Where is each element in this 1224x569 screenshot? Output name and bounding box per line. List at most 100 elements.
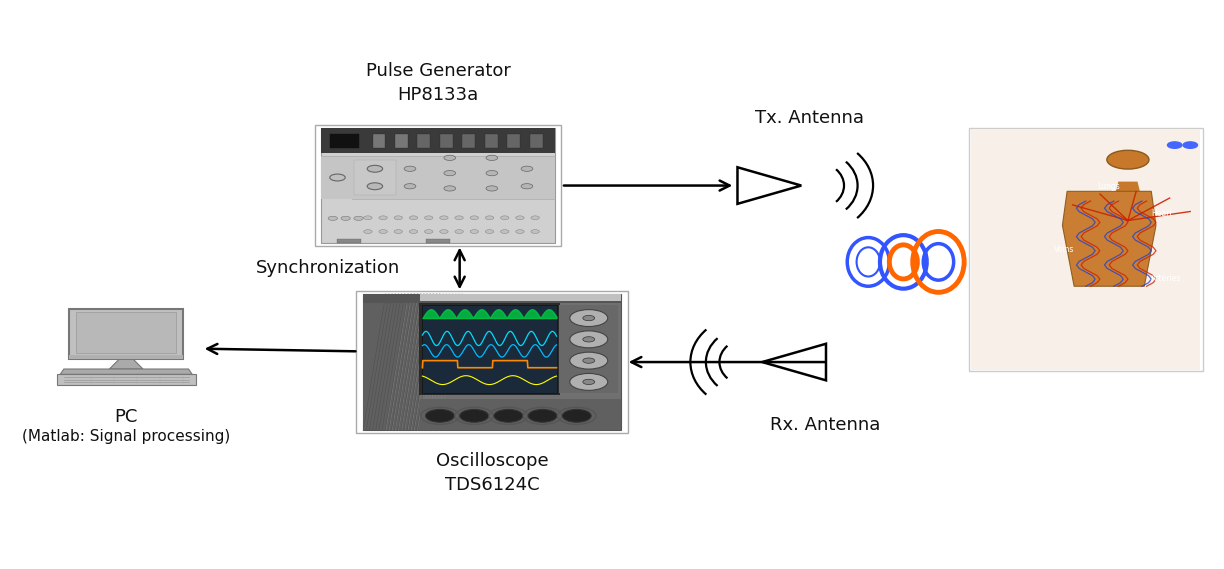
FancyBboxPatch shape [420,294,621,302]
FancyBboxPatch shape [70,355,184,360]
FancyBboxPatch shape [321,156,554,199]
Text: TDS6124C: TDS6124C [444,476,540,494]
Circle shape [570,310,608,327]
FancyBboxPatch shape [330,134,359,148]
Bar [372,134,386,149]
Polygon shape [109,360,143,369]
Polygon shape [1116,182,1140,191]
FancyBboxPatch shape [969,128,1203,372]
Circle shape [486,216,493,220]
Bar [417,134,431,149]
Circle shape [583,380,595,385]
Circle shape [328,216,338,220]
FancyBboxPatch shape [559,305,618,393]
FancyBboxPatch shape [76,312,176,353]
Circle shape [404,166,416,171]
Circle shape [409,230,417,233]
Circle shape [394,216,403,220]
Circle shape [531,230,540,233]
Circle shape [439,216,448,220]
Circle shape [583,315,595,321]
Circle shape [460,409,488,422]
Circle shape [486,171,498,176]
Circle shape [444,171,455,176]
Circle shape [1106,150,1149,169]
Polygon shape [1062,191,1155,286]
Circle shape [570,373,608,390]
Circle shape [531,216,540,220]
Circle shape [341,216,350,220]
Circle shape [1168,142,1182,149]
Circle shape [394,230,403,233]
Bar [395,134,408,149]
Circle shape [379,230,387,233]
Text: Rx. Antenna: Rx. Antenna [770,415,881,434]
Circle shape [521,166,532,171]
Text: Tx. Antenna: Tx. Antenna [755,109,864,127]
Circle shape [329,174,345,181]
Circle shape [521,184,532,189]
FancyBboxPatch shape [315,125,561,246]
Bar [426,239,450,243]
Circle shape [379,216,387,220]
Text: Synchronization: Synchronization [256,259,400,278]
Circle shape [455,216,464,220]
FancyBboxPatch shape [972,129,1201,370]
Circle shape [404,184,416,189]
Circle shape [439,230,448,233]
Circle shape [570,352,608,369]
FancyBboxPatch shape [364,294,621,303]
Circle shape [367,166,383,172]
Circle shape [426,409,454,422]
Circle shape [444,186,455,191]
Circle shape [444,155,455,160]
FancyBboxPatch shape [420,399,621,430]
Circle shape [583,337,595,342]
FancyBboxPatch shape [70,308,184,360]
Polygon shape [60,369,192,374]
Circle shape [425,230,433,233]
Circle shape [1184,142,1197,149]
FancyBboxPatch shape [364,294,420,430]
Circle shape [486,155,498,160]
FancyBboxPatch shape [354,160,397,195]
FancyBboxPatch shape [356,291,628,434]
Circle shape [501,230,509,233]
Bar [530,134,542,149]
Circle shape [562,409,591,422]
Circle shape [515,216,524,220]
FancyBboxPatch shape [321,128,554,154]
Text: (Matlab: Signal processing): (Matlab: Signal processing) [22,429,230,444]
Circle shape [570,331,608,348]
Circle shape [486,186,498,191]
Circle shape [455,230,464,233]
Circle shape [425,216,433,220]
Circle shape [501,216,509,220]
Bar [439,134,453,149]
Circle shape [528,409,557,422]
Circle shape [354,216,364,220]
Circle shape [515,230,524,233]
Text: Veins: Veins [1054,245,1075,254]
Circle shape [364,216,372,220]
Circle shape [470,230,479,233]
Text: Heart: Heart [1152,209,1173,218]
Circle shape [486,230,493,233]
Circle shape [367,183,383,189]
Bar [485,134,498,149]
Circle shape [364,230,372,233]
Circle shape [409,216,417,220]
FancyBboxPatch shape [321,128,554,243]
Text: Lungs: Lungs [1098,182,1120,191]
Text: Arteries: Arteries [1152,274,1181,283]
Bar [337,239,361,243]
FancyBboxPatch shape [422,305,557,393]
Circle shape [583,358,595,363]
Text: PC: PC [115,407,138,426]
Circle shape [470,216,479,220]
Text: Oscilloscope: Oscilloscope [436,452,548,469]
Text: Pulse Generator: Pulse Generator [366,62,510,80]
Text: HP8133a: HP8133a [398,86,479,104]
Circle shape [494,409,523,422]
Bar [507,134,520,149]
